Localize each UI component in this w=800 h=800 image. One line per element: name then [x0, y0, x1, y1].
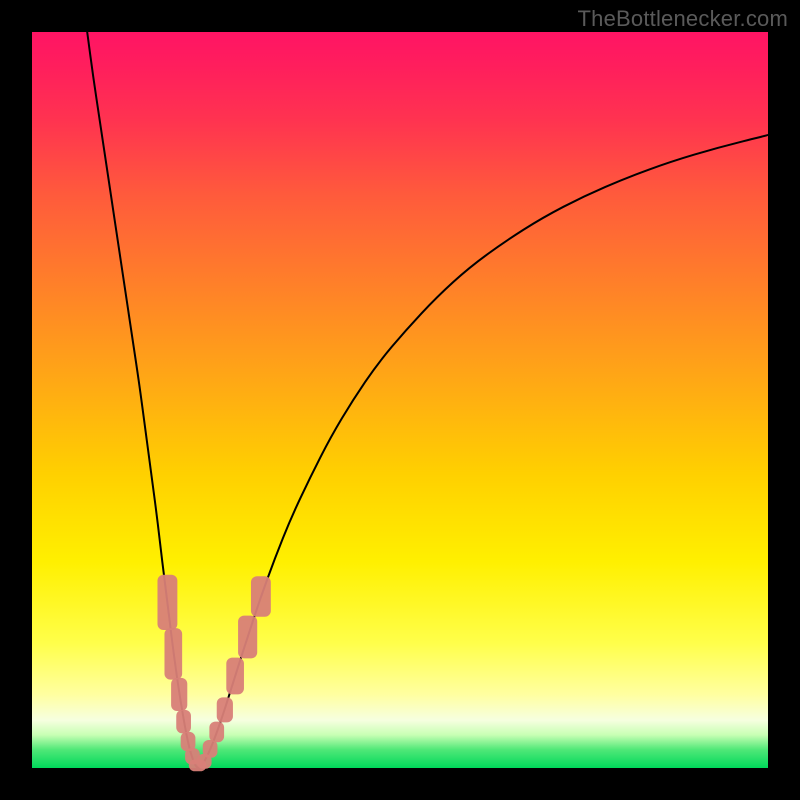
marker-bead — [238, 616, 257, 659]
plot-svg — [0, 0, 800, 800]
marker-bead — [171, 678, 187, 711]
marker-bead — [164, 628, 182, 680]
curve-right-branch — [198, 135, 768, 768]
marker-bead — [209, 722, 224, 743]
marker-bead — [226, 658, 244, 695]
curves-layer — [87, 32, 768, 768]
watermark-text: TheBottlenecker.com — [578, 6, 788, 32]
chart-stage: TheBottlenecker.com — [0, 0, 800, 800]
markers-layer — [157, 575, 270, 772]
marker-bead — [251, 576, 271, 616]
marker-bead — [157, 575, 177, 630]
marker-bead — [176, 710, 191, 734]
marker-bead — [217, 697, 233, 722]
marker-bead — [203, 740, 218, 758]
